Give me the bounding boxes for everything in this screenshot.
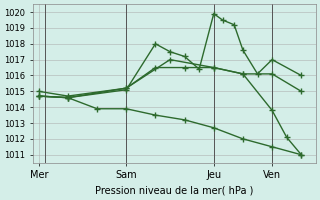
X-axis label: Pression niveau de la mer( hPa ): Pression niveau de la mer( hPa ) (95, 186, 253, 196)
